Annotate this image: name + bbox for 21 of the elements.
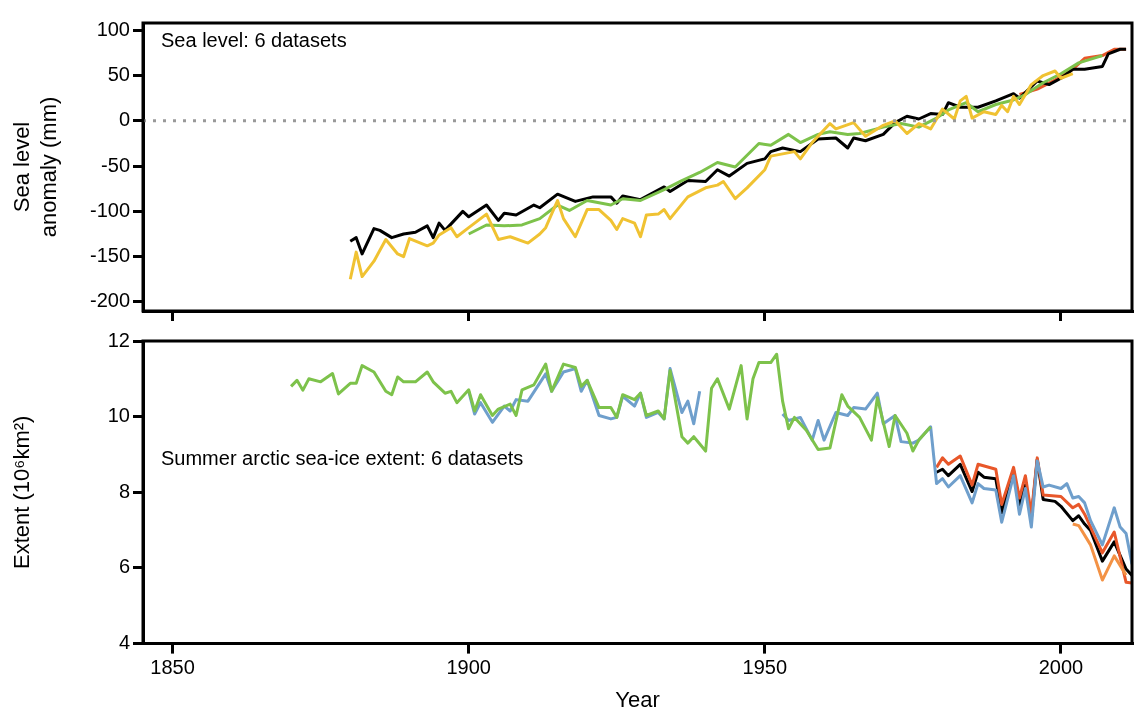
y-tick-label: -150 <box>89 244 130 267</box>
y-tick-label: 0 <box>118 108 130 131</box>
annotation: Summer arctic sea-ice extent: 6 datasets <box>161 447 524 470</box>
y-tick-label: 100 <box>96 17 130 40</box>
y-tick-label: 6 <box>118 555 130 578</box>
y-axis-title: Extent (10⁶km²) <box>9 415 35 569</box>
x-tick-label: 1900 <box>446 656 491 679</box>
y-tick-label: 4 <box>118 631 130 654</box>
x-tick-label: 1950 <box>742 656 788 679</box>
x-tick-label: 2000 <box>1038 656 1084 679</box>
annotation: Sea level: 6 datasets <box>161 28 347 51</box>
y-tick-label: 50 <box>107 63 130 86</box>
y-tick-label: 8 <box>118 479 130 502</box>
y-axis-title: Sea level anomaly (mm) <box>9 96 61 238</box>
y-tick-label: 10 <box>107 404 130 427</box>
x-axis-title: Year <box>615 686 660 712</box>
x-tick-label: 1850 <box>150 656 195 679</box>
y-tick-label: -50 <box>101 153 130 176</box>
y-tick-label: 12 <box>107 328 130 351</box>
y-tick-label: -100 <box>89 198 130 221</box>
y-tick-label: -200 <box>89 289 130 312</box>
